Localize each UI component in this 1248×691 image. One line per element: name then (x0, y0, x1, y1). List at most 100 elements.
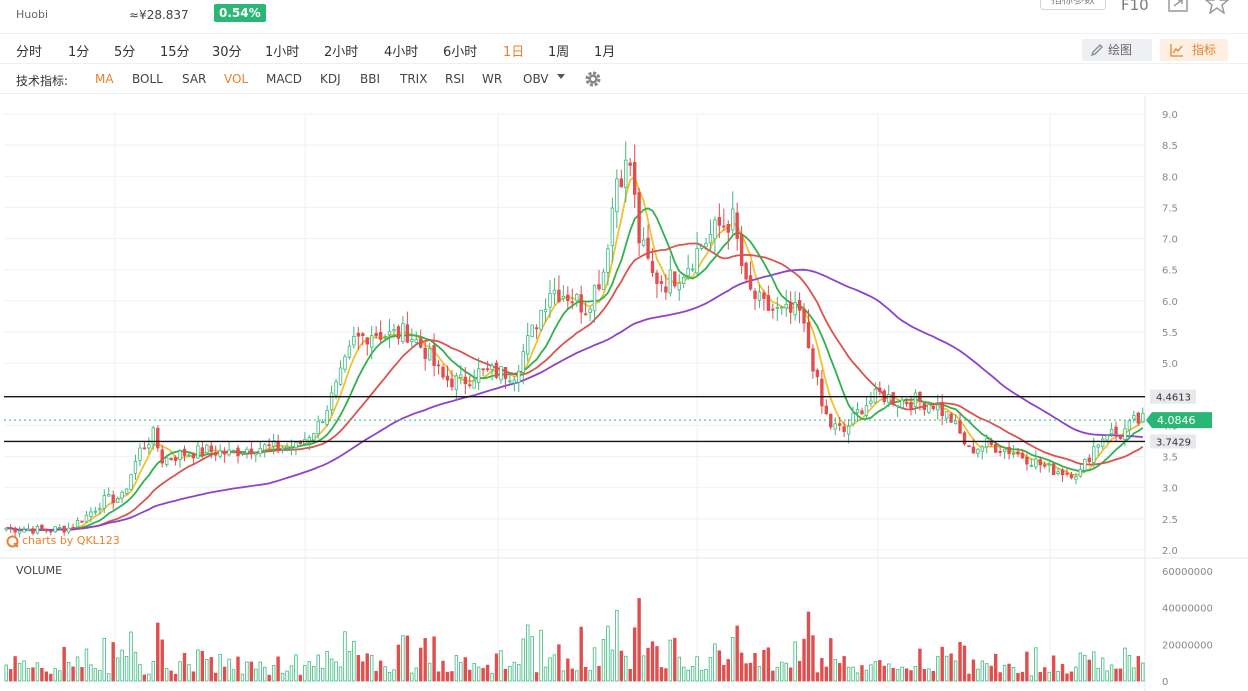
volume-bar (646, 647, 650, 682)
volume-bar (107, 673, 111, 682)
period-1week[interactable]: 1周 (548, 45, 570, 60)
candle-body (316, 421, 320, 435)
candle-body (205, 444, 209, 454)
fullscreen-icon[interactable] (1168, 0, 1188, 12)
favorite-star-icon[interactable] (1205, 0, 1229, 14)
indicator-wr[interactable]: WR (482, 72, 503, 86)
volume-bar (419, 647, 423, 682)
candle-body (802, 309, 806, 324)
gear-icon[interactable] (584, 70, 602, 88)
volume-bar (191, 671, 196, 682)
period-15min[interactable]: 15分 (160, 45, 190, 60)
indicator-macd[interactable]: MACD (266, 72, 302, 86)
volume-bar (463, 657, 468, 682)
volume-bar (1034, 647, 1038, 682)
kline-chart[interactable]: 9.08.58.07.57.06.56.05.55.04.54.03.53.02… (0, 95, 1248, 691)
volume-bar (499, 650, 503, 682)
period-4hour[interactable]: 4小时 (384, 45, 419, 60)
candle-body (900, 399, 904, 408)
volume-bar (922, 669, 927, 682)
candle-body (793, 302, 797, 316)
candle-body (624, 159, 628, 189)
candle-body (820, 378, 824, 407)
indicator-rsi[interactable]: RSI (445, 72, 465, 86)
volume-bar (998, 672, 1002, 682)
candle-body (334, 381, 338, 396)
candle-body (1065, 472, 1069, 475)
indicator-bbi[interactable]: BBI (360, 72, 381, 86)
volume-bar (539, 629, 543, 682)
volume-bar (245, 661, 249, 682)
volume-bar (1038, 672, 1042, 682)
candle-body (1109, 428, 1114, 434)
volume-bar (762, 649, 766, 682)
candle-body (441, 366, 445, 378)
indicator-params-button[interactable]: 指标参数 (1040, 0, 1106, 10)
draw-tool-button[interactable]: 绘图 (1082, 39, 1152, 61)
period-2hour[interactable]: 2小时 (324, 45, 359, 60)
volume-bar (1141, 662, 1145, 682)
volume-bar (254, 668, 258, 682)
volume-bar (1016, 673, 1020, 682)
candle-body (673, 271, 677, 287)
candle-body (976, 448, 980, 454)
candle-body (427, 347, 432, 361)
period-1min[interactable]: 1分 (68, 45, 90, 60)
volume-bar (873, 661, 878, 682)
period-6hour[interactable]: 6小时 (443, 45, 478, 60)
candle-body (8, 526, 13, 529)
indicator-ma[interactable]: MA (95, 72, 114, 86)
candle-body (396, 326, 401, 339)
candle-body (481, 368, 485, 371)
candle-body (824, 405, 829, 415)
candle-body (962, 432, 967, 445)
candle-body (985, 438, 989, 448)
indicator-trix[interactable]: TRIX (400, 72, 428, 86)
candle-body (891, 392, 895, 405)
indicator-kdj[interactable]: KDJ (320, 72, 341, 86)
indicator-tool-button[interactable]: 指标 (1160, 39, 1228, 61)
volume-bar (579, 626, 583, 682)
volume-bar (4, 664, 8, 682)
volume-bar (842, 656, 846, 682)
candle-body (864, 405, 869, 416)
f10-button[interactable]: F10 (1121, 0, 1149, 14)
volume-bar (227, 658, 231, 682)
period-1day[interactable]: 1日 (503, 45, 525, 60)
candle-body (414, 339, 418, 343)
price-axis-tick: 5.5 (1162, 328, 1178, 339)
volume-bar (985, 663, 989, 682)
volume-bar (196, 649, 200, 682)
period-1month[interactable]: 1月 (594, 45, 616, 60)
candle-body (182, 448, 187, 456)
candle-body (80, 520, 84, 523)
candle-body (753, 290, 757, 300)
candle-body (1038, 459, 1042, 466)
price-axis-tick: 8.5 (1162, 141, 1178, 152)
volume-bar (895, 669, 900, 682)
volume-bar (187, 664, 191, 682)
period-30min[interactable]: 30分 (212, 45, 242, 60)
indicator-vol[interactable]: VOL (224, 72, 249, 86)
indicator-sar[interactable]: SAR (182, 72, 207, 86)
indicator-obv[interactable]: OBV (523, 72, 549, 86)
volume-bar (953, 660, 958, 682)
volume-bar (713, 643, 717, 682)
period-1hour[interactable]: 1小时 (265, 45, 300, 60)
volume-bar (530, 636, 534, 682)
candle-body (517, 370, 521, 383)
period-fenshi[interactable]: 分时 (16, 45, 43, 60)
period-5min[interactable]: 5分 (114, 45, 136, 60)
volume-bar (209, 657, 213, 682)
candle-body (1060, 469, 1065, 476)
volume-bar (731, 637, 735, 682)
chevron-down-icon[interactable] (557, 74, 565, 79)
indicator-boll[interactable]: BOLL (132, 72, 163, 86)
candle-body (909, 401, 913, 409)
price-axis-tick: 5.0 (1162, 359, 1178, 370)
candle-body (860, 410, 864, 415)
candle-body (392, 329, 396, 332)
candle-body (842, 426, 846, 433)
candle-body (178, 450, 182, 460)
volume-bar (276, 656, 280, 682)
